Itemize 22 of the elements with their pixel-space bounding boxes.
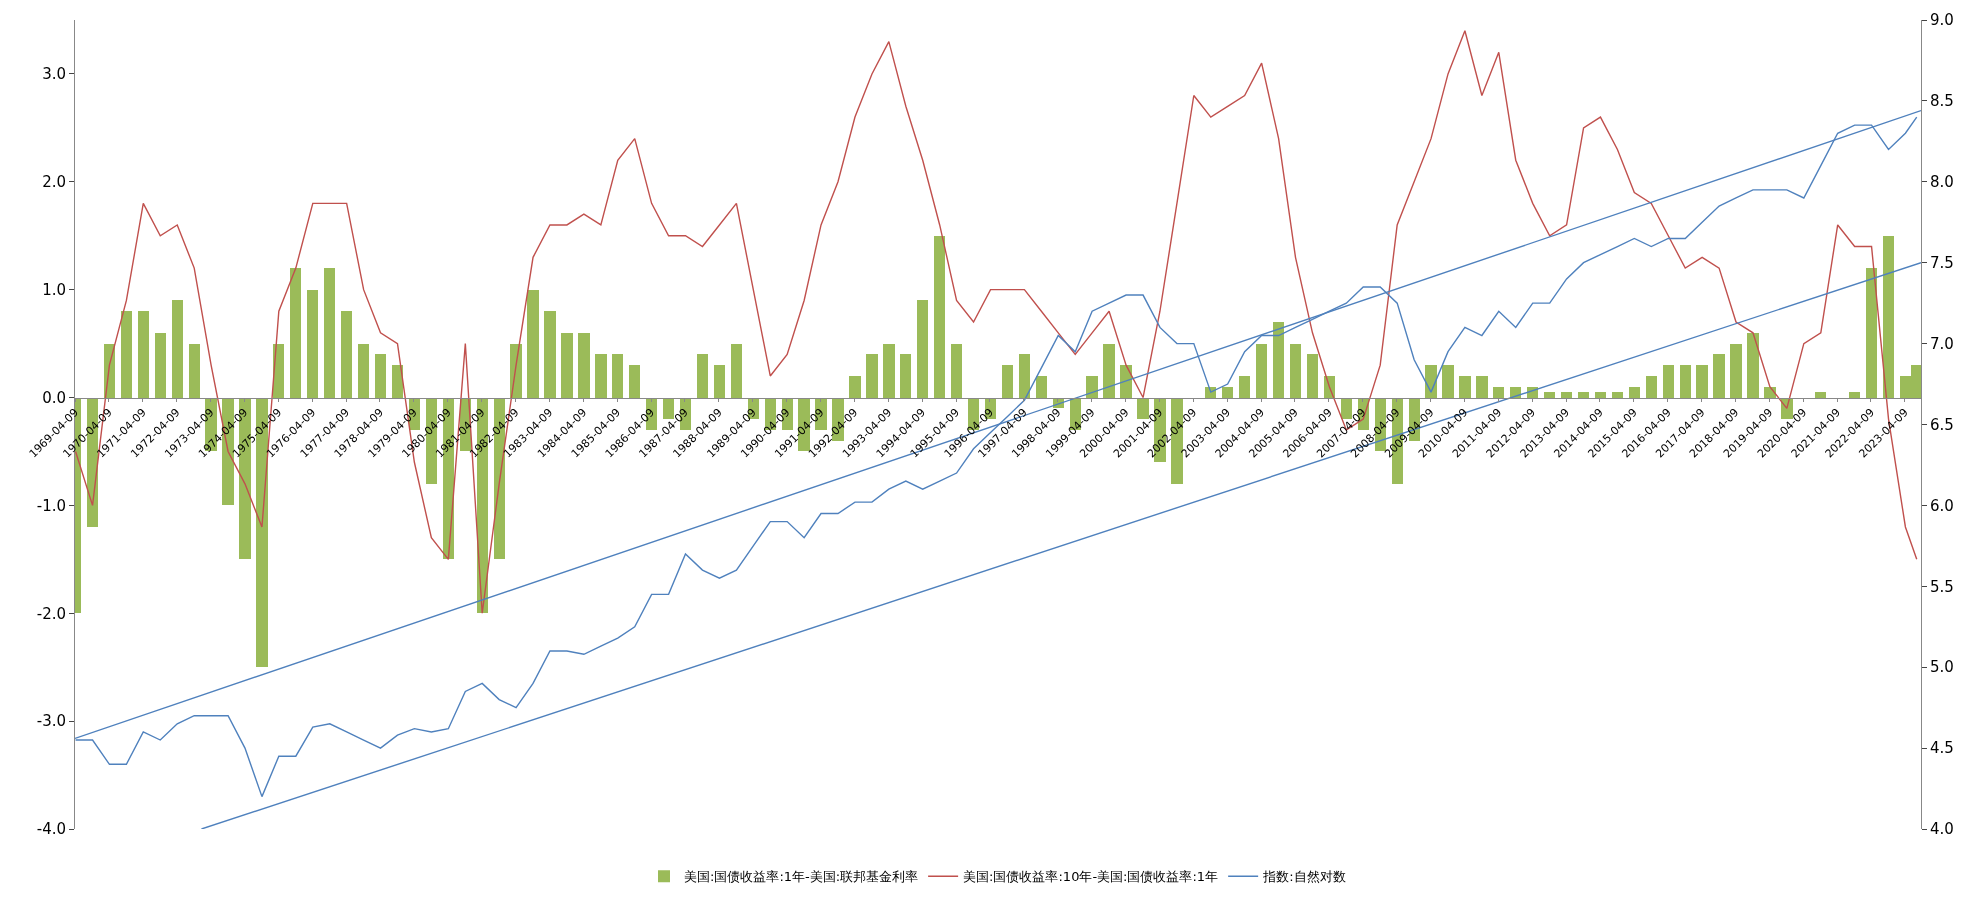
legend-label: 美国:国债收益率:1年-美国:联邦基金利率: [684, 869, 919, 885]
y2-tick-label: 6.5: [1930, 415, 1954, 434]
y2-tick-label: 7.0: [1930, 334, 1954, 353]
y2-tick-label: 6.0: [1930, 496, 1954, 515]
legend-label: 美国:国债收益率:10年-美国:国债收益率:1年: [963, 869, 1219, 885]
y-tick-label: 3.0: [42, 65, 66, 84]
y2-tick-label: 8.0: [1930, 173, 1954, 192]
y-tick-label: -1.0: [36, 496, 66, 515]
y-tick-label: 1.0: [42, 280, 66, 299]
y2-tick-label: 9.0: [1930, 11, 1954, 30]
y2-tick-label: 4.5: [1930, 739, 1954, 758]
y2-tick-label: 8.5: [1930, 92, 1954, 111]
y2-tick-label: 5.0: [1930, 658, 1954, 677]
y-tick-label: 0.0: [42, 388, 66, 407]
legend-label: 指数:自然对数: [1262, 869, 1346, 885]
y-tick-label: -4.0: [36, 820, 66, 839]
y2-tick-label: 7.5: [1930, 253, 1954, 272]
y-tick-label: -2.0: [36, 604, 66, 623]
y-tick-label: 2.0: [42, 173, 66, 192]
y2-tick-label: 4.0: [1930, 820, 1954, 839]
y-tick-label: -3.0: [36, 712, 66, 731]
y2-tick-label: 5.5: [1930, 577, 1954, 596]
